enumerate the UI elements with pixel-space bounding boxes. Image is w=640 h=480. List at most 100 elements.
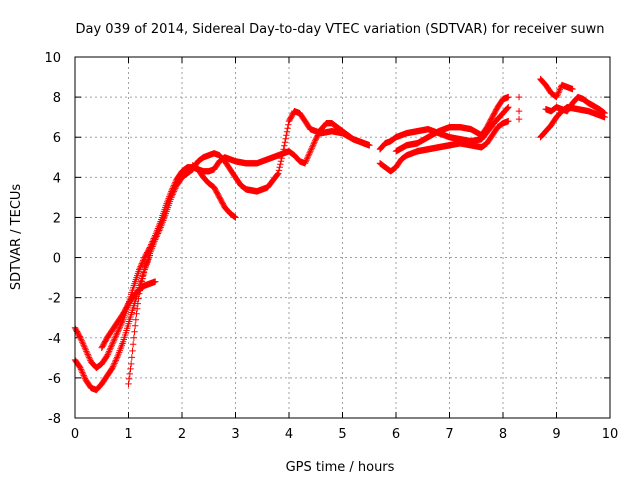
series-track-9 — [515, 93, 608, 141]
data-point — [139, 275, 146, 282]
y-tick-label: -2 — [48, 292, 61, 307]
data-point — [555, 89, 562, 96]
data-point — [105, 348, 113, 355]
data-point — [170, 188, 178, 195]
data-point — [600, 108, 607, 116]
data-point — [79, 339, 86, 346]
data-point — [505, 93, 512, 101]
data-point — [283, 128, 291, 135]
data-point — [139, 258, 146, 266]
data-point — [80, 372, 87, 379]
data-point — [278, 155, 285, 162]
plot-area-border — [74, 56, 611, 419]
data-point — [131, 328, 138, 335]
x-axis-label: GPS time / hours — [286, 460, 395, 475]
data-point — [133, 310, 140, 317]
data-point — [601, 109, 608, 117]
data-point — [105, 349, 112, 357]
y-tick-label: 10 — [44, 51, 61, 66]
x-tick-label: 9 — [552, 427, 560, 442]
y-tick-label: -4 — [48, 332, 61, 347]
data-point — [138, 278, 146, 285]
data-point — [155, 228, 162, 236]
data-point — [305, 152, 312, 159]
data-point — [172, 185, 179, 192]
data-point — [569, 85, 576, 93]
data-point — [553, 92, 561, 99]
data-point — [600, 109, 608, 116]
data-point — [311, 137, 319, 144]
data-point — [115, 327, 122, 334]
data-point — [114, 328, 121, 335]
data-point — [277, 161, 284, 168]
data-point — [136, 290, 143, 297]
series-track-2 — [71, 107, 373, 394]
data-point — [274, 171, 281, 178]
data-point — [555, 87, 563, 95]
data-point — [78, 367, 85, 375]
data-point — [281, 139, 289, 146]
data-point — [366, 142, 373, 149]
data-point — [125, 380, 132, 388]
x-tick-label: 1 — [124, 427, 132, 442]
data-point — [85, 354, 93, 361]
data-point — [113, 354, 121, 361]
data-point — [284, 124, 291, 132]
data-point — [109, 364, 116, 372]
data-point — [307, 146, 315, 153]
data-point — [136, 287, 144, 294]
x-tick-label: 2 — [178, 427, 186, 442]
data-point — [311, 139, 318, 146]
data-point — [132, 316, 140, 323]
x-tick-label: 3 — [231, 427, 239, 442]
data-point — [140, 269, 148, 276]
y-axis-label: SDTVAR / TECUs — [9, 184, 24, 291]
x-tick-label: 10 — [602, 427, 619, 442]
data-point — [171, 186, 178, 194]
data-point — [505, 103, 512, 111]
data-point — [134, 300, 142, 307]
data-point — [129, 347, 136, 355]
data-point — [504, 104, 511, 112]
data-point — [303, 157, 310, 164]
data-point — [85, 352, 92, 360]
ticks: 0 1 2 3 4 5 6 7 8 9 10 -8 -6 -4 -2 0 2 4 6 8 10 — [44, 51, 618, 442]
data-point — [106, 346, 113, 354]
data-point — [126, 370, 134, 378]
data-point — [117, 322, 124, 329]
data-point — [281, 142, 288, 149]
data-point — [80, 342, 87, 349]
data-point — [84, 351, 91, 358]
data-point — [556, 86, 564, 93]
data-point — [110, 337, 117, 344]
data-point — [112, 333, 119, 340]
x-tick-label: 5 — [338, 427, 346, 442]
data-point — [285, 121, 292, 128]
data-point — [128, 354, 136, 361]
y-tick-label: -6 — [48, 372, 61, 387]
data-point — [156, 227, 163, 234]
data-point — [103, 352, 111, 360]
data-point — [310, 140, 317, 147]
series-track-8 — [392, 93, 512, 155]
data-point — [81, 345, 89, 352]
data-point — [152, 236, 159, 243]
data-point — [135, 295, 142, 302]
data-point — [275, 167, 283, 174]
data-point — [111, 358, 119, 366]
data-point — [169, 191, 176, 198]
data-point — [168, 194, 175, 201]
data-points — [71, 75, 608, 394]
data-point — [137, 263, 144, 270]
data-point — [152, 234, 160, 242]
data-point — [111, 334, 119, 341]
x-tick-label: 7 — [445, 427, 453, 442]
data-point — [113, 330, 121, 337]
data-point — [112, 357, 119, 364]
data-point — [230, 213, 238, 220]
series-track-10 — [537, 75, 608, 117]
data-point — [283, 132, 290, 139]
x-tick-label: 8 — [499, 427, 507, 442]
data-point — [113, 355, 120, 363]
data-point — [77, 334, 84, 341]
